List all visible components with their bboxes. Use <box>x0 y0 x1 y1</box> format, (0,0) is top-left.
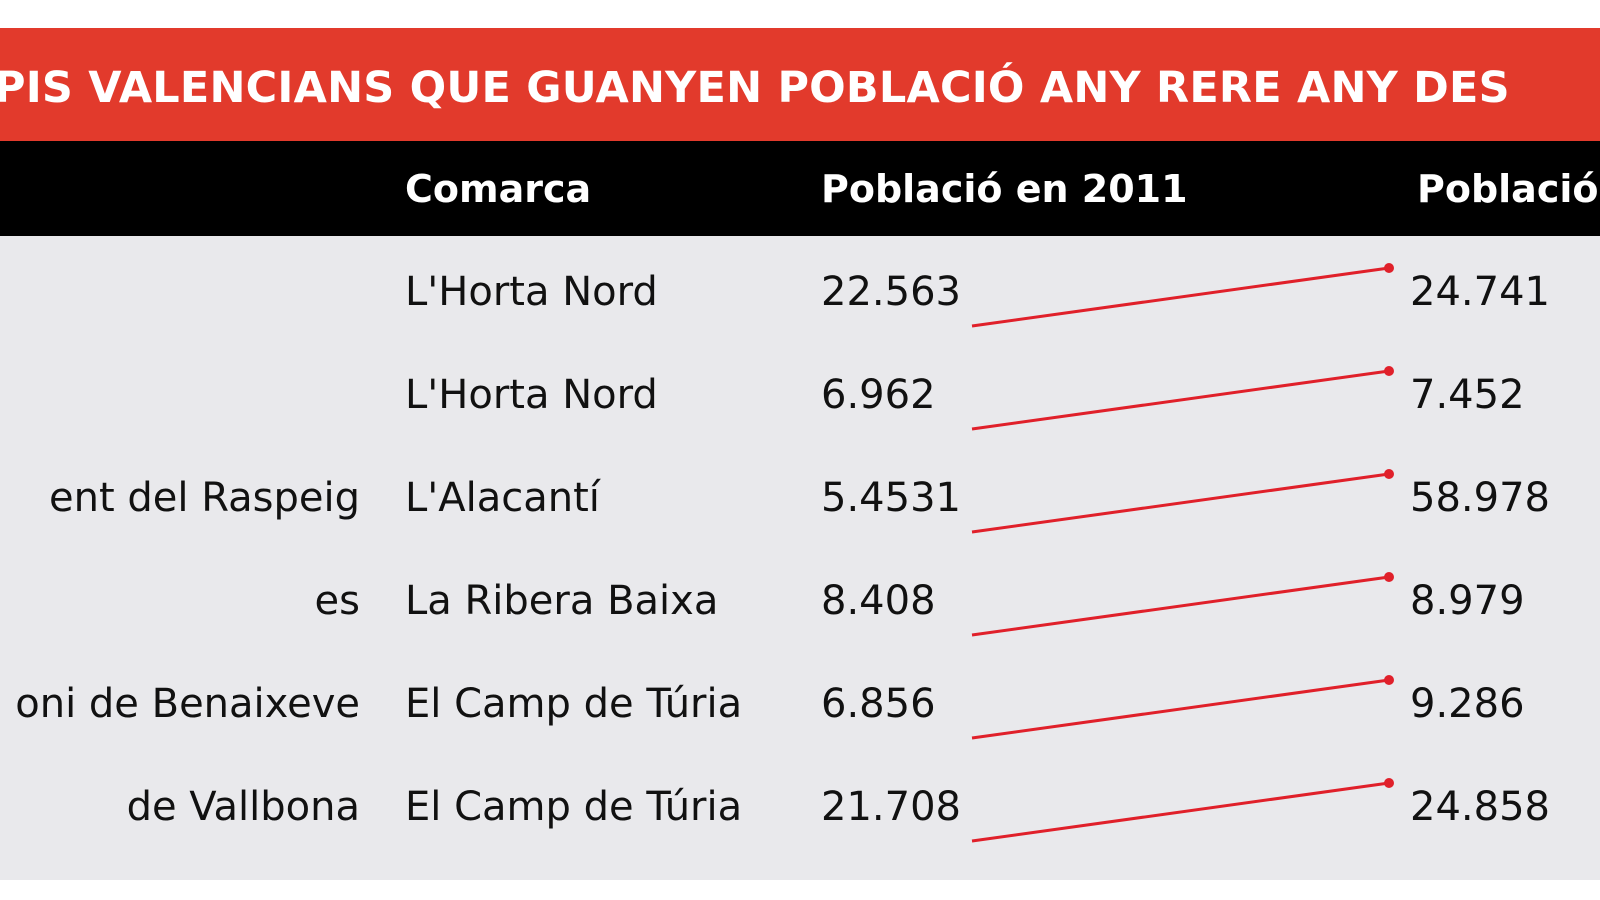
poblacio-2011-cell: 22.563 <box>821 269 961 315</box>
header-poblacio-2011: Població en 2011 <box>821 167 1188 211</box>
municipi-cell: es <box>314 578 360 624</box>
growth-line-endpoint <box>1384 572 1394 582</box>
table-row: oni de Benaixeve El Camp de Túria 6.856 … <box>0 648 1600 751</box>
table-row: ent del Raspeig L'Alacantí 5.4531 58.978 <box>0 442 1600 545</box>
poblacio-right-cell: 7.452 <box>1410 372 1525 418</box>
table-row: L'Horta Nord 6.962 7.452 <box>0 339 1600 442</box>
municipi-cell: oni de Benaixeve <box>15 681 360 727</box>
poblacio-2011-cell: 8.408 <box>821 578 936 624</box>
poblacio-right-cell: 24.741 <box>1410 269 1550 315</box>
growth-lines <box>971 263 1394 843</box>
poblacio-right-cell: 9.286 <box>1410 681 1525 727</box>
comarca-cell: L'Alacantí <box>405 475 600 521</box>
growth-line-endpoint <box>1384 778 1394 788</box>
poblacio-2011-cell: 6.962 <box>821 372 936 418</box>
growth-line <box>971 472 1390 534</box>
poblacio-2011-cell: 6.856 <box>821 681 936 727</box>
growth-line <box>971 266 1390 328</box>
growth-line <box>971 575 1390 637</box>
poblacio-2011-cell: 5.4531 <box>821 475 961 521</box>
table-row: L'Horta Nord 22.563 24.741 <box>0 236 1600 339</box>
growth-line-endpoint <box>1384 469 1394 479</box>
comarca-cell: El Camp de Túria <box>405 784 743 830</box>
table-row: es La Ribera Baixa 8.408 8.979 <box>0 545 1600 648</box>
municipi-cell: de Vallbona <box>126 784 360 830</box>
growth-line <box>971 369 1390 431</box>
poblacio-right-cell: 58.978 <box>1410 475 1550 521</box>
header-comarca: Comarca <box>405 167 592 211</box>
poblacio-2011-cell: 21.708 <box>821 784 961 830</box>
table-header: Comarca Població en 2011 Població <box>0 141 1600 236</box>
growth-line-endpoint <box>1384 366 1394 376</box>
comarca-cell: L'Horta Nord <box>405 372 658 418</box>
growth-line <box>971 781 1390 843</box>
comarca-cell: El Camp de Túria <box>405 681 743 727</box>
comarca-cell: La Ribera Baixa <box>405 578 719 624</box>
header-poblacio-right: Població <box>1417 167 1599 211</box>
comarca-cell: L'Horta Nord <box>405 269 658 315</box>
chart-title: PIS VALENCIANS QUE GUANYEN POBLACIÓ ANY … <box>0 63 1510 113</box>
municipi-cell: ent del Raspeig <box>49 475 360 521</box>
poblacio-right-cell: 8.979 <box>1410 578 1525 624</box>
table-body: L'Horta Nord 22.563 24.741 L'Horta Nord … <box>0 236 1600 880</box>
poblacio-right-cell: 24.858 <box>1410 784 1550 830</box>
title-banner: PIS VALENCIANS QUE GUANYEN POBLACIÓ ANY … <box>0 28 1600 141</box>
growth-line-endpoint <box>1384 675 1394 685</box>
growth-line-endpoint <box>1384 263 1394 273</box>
growth-line <box>971 678 1390 740</box>
table-row: de Vallbona El Camp de Túria 21.708 24.8… <box>0 751 1600 854</box>
